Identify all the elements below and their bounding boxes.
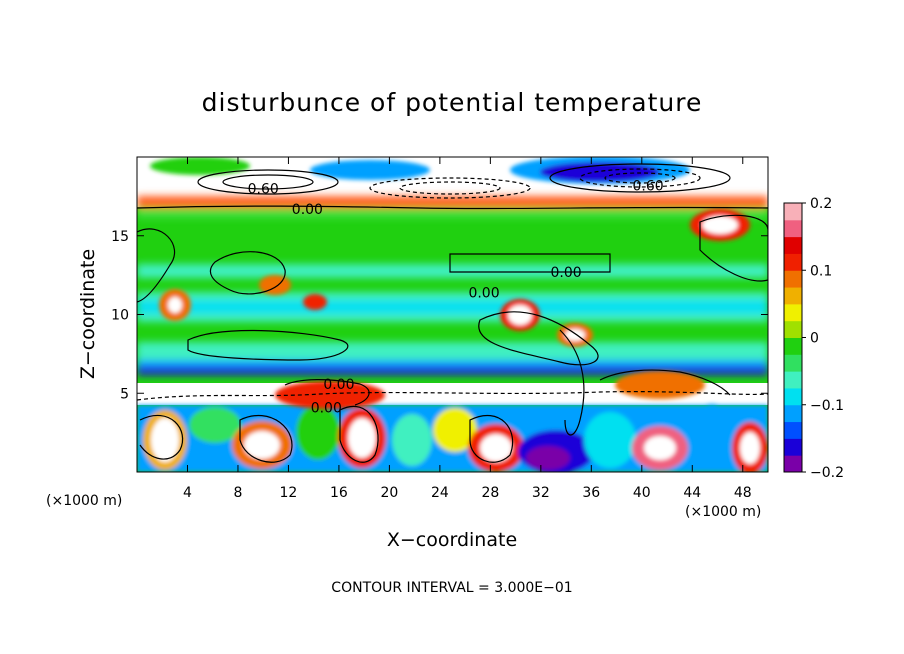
heatmap-field bbox=[137, 157, 768, 472]
x-tick-label: 28 bbox=[481, 485, 499, 501]
colorbar: 0.2 0.1 0 −0.1 −0.2 bbox=[783, 196, 844, 481]
y-tick-label: 5 bbox=[120, 386, 129, 402]
x-tick-label: 44 bbox=[683, 485, 701, 501]
colorbar-swatch bbox=[784, 203, 802, 221]
x-tick-label: 40 bbox=[633, 485, 651, 501]
colorbar-tick-label: 0.1 bbox=[810, 263, 832, 279]
x-tick-label: 16 bbox=[330, 485, 348, 501]
blue-band-2 bbox=[137, 367, 768, 375]
contour-labels: 0.60 0.00 0.60 0.00 0.00 0.00 0.00 bbox=[248, 178, 664, 416]
colorbar-swatch bbox=[784, 303, 802, 322]
colorbar-swatch bbox=[784, 455, 802, 473]
contour-label: 0.00 bbox=[311, 400, 342, 416]
upper-green-band bbox=[137, 208, 768, 218]
y-axis-title: Z−coordinate bbox=[77, 249, 99, 379]
y-tick-label: 10 bbox=[111, 308, 129, 324]
contour-label: 0.00 bbox=[550, 265, 581, 281]
upper-warm-band bbox=[137, 196, 768, 208]
y-tick-label: 15 bbox=[111, 229, 129, 245]
x-tick-label: 8 bbox=[233, 485, 242, 501]
upper-layer-features bbox=[150, 157, 750, 409]
contour-label: 0.00 bbox=[323, 377, 354, 393]
x-tick-label: 12 bbox=[280, 485, 298, 501]
x-tick-label: 48 bbox=[734, 485, 752, 501]
colorbar-swatch bbox=[784, 387, 802, 406]
colorbar-tick-label: −0.2 bbox=[810, 465, 844, 481]
contour-label: 0.00 bbox=[468, 285, 499, 301]
contour-upper-left bbox=[197, 169, 339, 195]
contour-label: 0.60 bbox=[248, 182, 279, 198]
cyan-band-core bbox=[137, 300, 768, 314]
x-axis: 4 8 12 16 20 24 28 32 36 40 44 48 bbox=[183, 157, 752, 501]
x-tick-label: 4 bbox=[183, 485, 192, 501]
colorbar-swatch bbox=[784, 270, 802, 288]
x-axis-title: X−coordinate bbox=[387, 529, 517, 551]
colorbar-swatch bbox=[784, 219, 802, 238]
colorbar-tick-label: 0.2 bbox=[810, 196, 832, 212]
colorbar-swatch bbox=[784, 371, 802, 389]
boundary-layer-turbulence bbox=[137, 404, 768, 472]
colorbar-swatch bbox=[784, 287, 802, 305]
colorbar-tick-label: −0.1 bbox=[810, 398, 844, 414]
x-tick-label: 36 bbox=[582, 485, 600, 501]
cyan-band-upper bbox=[137, 264, 768, 278]
colorbar-swatch bbox=[784, 438, 802, 456]
x-tick-label: 32 bbox=[532, 485, 550, 501]
x-unit-label-right: (×1000 m) bbox=[685, 504, 761, 520]
colorbar-swatch bbox=[784, 404, 802, 423]
colorbar-swatch bbox=[784, 421, 802, 439]
chart-title: disturbunce of potential temperature bbox=[202, 88, 703, 117]
blue-band-1 bbox=[137, 360, 768, 368]
colorbar-swatch bbox=[784, 320, 802, 338]
contour-label: 0.00 bbox=[292, 202, 323, 218]
x-unit-label-left: (×1000 m) bbox=[46, 493, 122, 509]
x-tick-label: 24 bbox=[431, 485, 449, 501]
contour-interval-note: CONTOUR INTERVAL = 3.000E−01 bbox=[331, 580, 572, 596]
contour-lines bbox=[137, 163, 768, 463]
colorbar-swatch bbox=[784, 236, 802, 254]
y-axis: 5 10 15 bbox=[111, 229, 768, 402]
contour-label: 0.60 bbox=[633, 178, 664, 194]
colorbar-swatch bbox=[784, 337, 802, 355]
colorbar-swatch bbox=[784, 354, 802, 372]
x-tick-label: 20 bbox=[380, 485, 398, 501]
cyan-band-lower bbox=[137, 342, 768, 364]
colorbar-swatch bbox=[784, 253, 802, 271]
colorbar-tick-label: 0 bbox=[810, 331, 819, 347]
